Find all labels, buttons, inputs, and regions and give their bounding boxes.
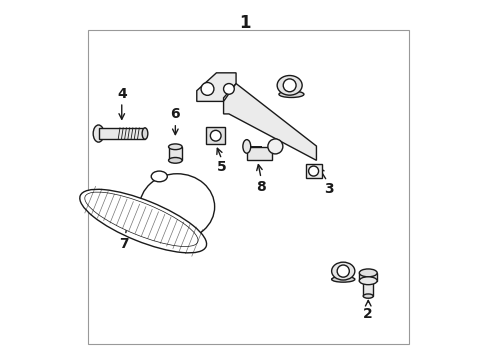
- Ellipse shape: [80, 189, 207, 253]
- Ellipse shape: [169, 157, 182, 163]
- Ellipse shape: [85, 192, 198, 247]
- Ellipse shape: [142, 128, 148, 139]
- Polygon shape: [197, 73, 236, 102]
- Bar: [169, 147, 182, 160]
- Circle shape: [309, 166, 318, 176]
- Polygon shape: [306, 164, 322, 178]
- Polygon shape: [223, 84, 317, 160]
- Ellipse shape: [332, 276, 355, 282]
- Circle shape: [223, 84, 234, 94]
- Ellipse shape: [268, 139, 283, 154]
- Bar: [206, 127, 225, 144]
- Bar: [88, 30, 409, 344]
- Text: 8: 8: [256, 180, 266, 194]
- Bar: [363, 273, 373, 296]
- Bar: [359, 273, 377, 281]
- Bar: [247, 147, 272, 160]
- Text: 2: 2: [364, 307, 373, 321]
- Circle shape: [201, 82, 214, 95]
- Ellipse shape: [159, 235, 184, 249]
- Ellipse shape: [151, 171, 167, 182]
- Circle shape: [337, 265, 349, 277]
- Text: 1: 1: [239, 14, 251, 32]
- Text: 7: 7: [119, 237, 128, 251]
- Ellipse shape: [277, 76, 302, 95]
- Ellipse shape: [363, 294, 373, 298]
- Ellipse shape: [332, 262, 355, 280]
- Circle shape: [283, 79, 296, 92]
- Ellipse shape: [93, 125, 104, 142]
- Ellipse shape: [359, 277, 377, 285]
- Text: 3: 3: [324, 182, 334, 196]
- Ellipse shape: [359, 269, 377, 277]
- Bar: [98, 128, 145, 139]
- Ellipse shape: [243, 140, 251, 153]
- Text: 5: 5: [217, 160, 227, 174]
- Circle shape: [210, 130, 221, 141]
- Text: 4: 4: [117, 87, 126, 102]
- Text: 6: 6: [171, 107, 180, 121]
- Ellipse shape: [140, 174, 215, 240]
- Ellipse shape: [279, 91, 304, 98]
- Ellipse shape: [169, 144, 182, 150]
